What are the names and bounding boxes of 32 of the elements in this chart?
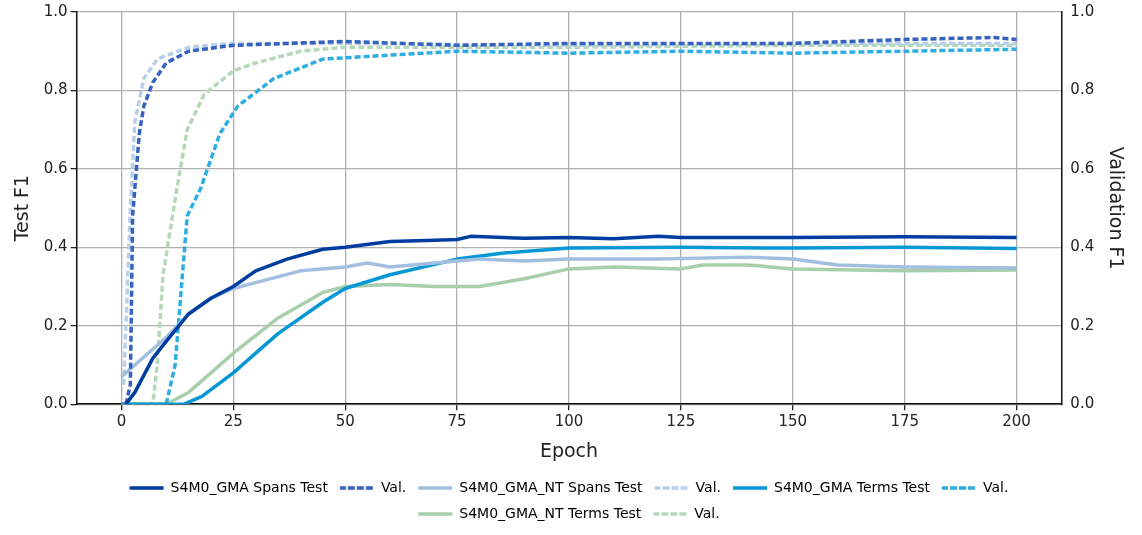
legend-label: Val. bbox=[380, 478, 407, 495]
y2-tick-label: 0.2 bbox=[1070, 315, 1095, 334]
legend-label: Val. bbox=[982, 478, 1009, 495]
y2-tick-label: 1.0 bbox=[1070, 1, 1095, 20]
y2-tick-label: 0.6 bbox=[1070, 158, 1095, 177]
legend-label: S4M0_GMA_NT Terms Test bbox=[459, 504, 642, 521]
x-tick-label: 75 bbox=[447, 412, 467, 431]
y-tick-label: 0.8 bbox=[43, 80, 68, 99]
x-tick-label: 125 bbox=[666, 412, 696, 431]
legend-label: Val. bbox=[695, 478, 722, 495]
x-tick-label: 50 bbox=[335, 412, 355, 431]
x-tick-label: 25 bbox=[223, 412, 243, 431]
y-tick-label: 0.6 bbox=[43, 158, 68, 177]
y-tick-label: 0.2 bbox=[43, 315, 68, 334]
legend-label: S4M0_GMA Terms Test bbox=[774, 478, 931, 495]
y-tick-label: 0.4 bbox=[43, 237, 68, 256]
x-tick-label: 200 bbox=[1002, 412, 1031, 431]
y2-tick-label: 0.4 bbox=[1070, 237, 1095, 256]
y2-tick-label: 0.0 bbox=[1070, 394, 1095, 413]
y-tick-label: 1.0 bbox=[43, 1, 68, 20]
x-tick-label: 175 bbox=[890, 412, 920, 431]
x-tick-label: 100 bbox=[554, 412, 584, 431]
legend-label: S4M0_GMA_NT Spans Test bbox=[459, 478, 644, 495]
y2-axis-title: Validation F1 bbox=[1105, 146, 1128, 270]
y-axis-title: Test F1 bbox=[10, 174, 33, 243]
y2-tick-label: 0.8 bbox=[1070, 80, 1095, 99]
legend-label: S4M0_GMA Spans Test bbox=[170, 478, 329, 495]
y-tick-label: 0.0 bbox=[43, 394, 68, 413]
legend-label: Val. bbox=[694, 504, 720, 521]
x-tick-label: 0 bbox=[116, 412, 127, 431]
x-tick-label: 150 bbox=[778, 412, 808, 431]
x-axis-title: Epoch bbox=[539, 438, 599, 461]
